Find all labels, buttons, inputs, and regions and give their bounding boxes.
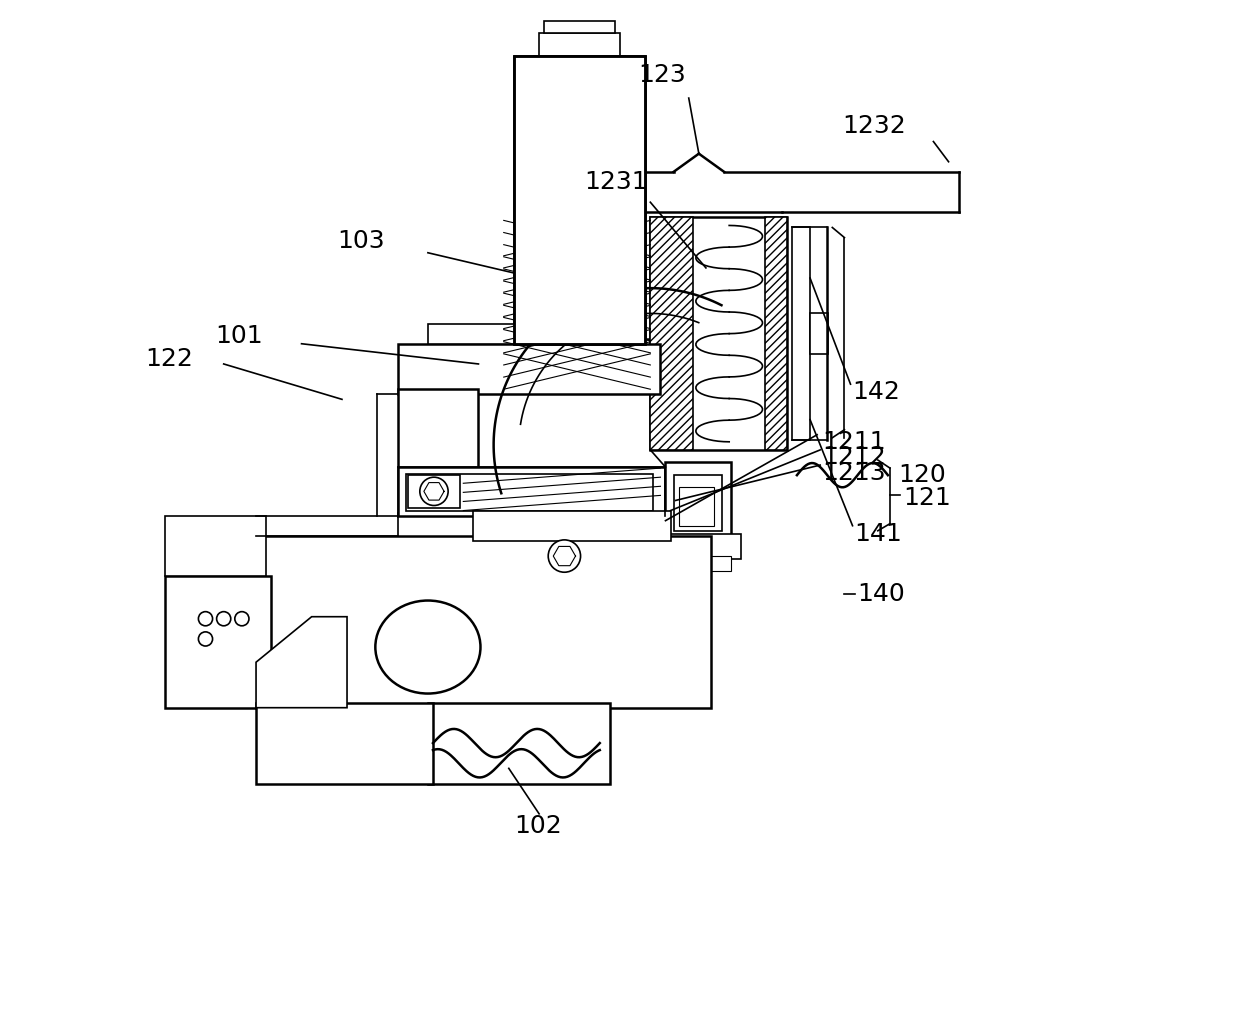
Bar bbox=[544, 21, 615, 33]
Bar bbox=[513, 56, 645, 344]
Text: 1231: 1231 bbox=[584, 170, 649, 194]
Bar bbox=[673, 475, 722, 531]
Polygon shape bbox=[255, 617, 347, 708]
Ellipse shape bbox=[420, 477, 448, 506]
Text: 121: 121 bbox=[903, 486, 951, 511]
Bar bbox=[165, 516, 267, 576]
Bar bbox=[255, 536, 711, 708]
Bar bbox=[792, 227, 810, 440]
Bar bbox=[489, 339, 666, 364]
Text: 1232: 1232 bbox=[842, 114, 906, 139]
Bar bbox=[398, 513, 498, 541]
Bar bbox=[428, 703, 610, 784]
Bar bbox=[678, 487, 714, 526]
Bar bbox=[513, 56, 645, 344]
Bar bbox=[513, 56, 645, 344]
Bar bbox=[765, 217, 787, 450]
Text: 101: 101 bbox=[216, 324, 263, 348]
Text: 1213: 1213 bbox=[822, 461, 885, 485]
Text: 103: 103 bbox=[337, 228, 384, 253]
Text: 140: 140 bbox=[858, 582, 905, 607]
Text: 102: 102 bbox=[513, 814, 562, 838]
Bar bbox=[539, 33, 620, 56]
Bar bbox=[810, 313, 828, 354]
Ellipse shape bbox=[217, 612, 231, 626]
Ellipse shape bbox=[198, 632, 212, 646]
Bar bbox=[474, 511, 671, 541]
Bar bbox=[661, 534, 742, 559]
Bar bbox=[650, 217, 787, 450]
Bar bbox=[666, 462, 732, 538]
Text: 123: 123 bbox=[639, 63, 686, 87]
Text: 122: 122 bbox=[145, 347, 192, 371]
Ellipse shape bbox=[198, 612, 212, 626]
Ellipse shape bbox=[376, 601, 480, 694]
Bar bbox=[398, 344, 661, 394]
Bar bbox=[398, 467, 666, 516]
Text: 142: 142 bbox=[853, 380, 900, 404]
Bar bbox=[428, 324, 645, 344]
Bar bbox=[255, 703, 433, 784]
Text: 1212: 1212 bbox=[822, 445, 885, 469]
Text: 141: 141 bbox=[854, 522, 903, 546]
Bar bbox=[498, 362, 656, 384]
Text: 120: 120 bbox=[898, 463, 946, 487]
Ellipse shape bbox=[548, 540, 580, 572]
Text: 1211: 1211 bbox=[822, 430, 885, 454]
Bar bbox=[408, 475, 460, 508]
Bar bbox=[534, 56, 625, 71]
Bar bbox=[398, 389, 479, 516]
Ellipse shape bbox=[234, 612, 249, 626]
Bar bbox=[671, 556, 732, 571]
Bar bbox=[650, 217, 693, 450]
Bar bbox=[165, 576, 272, 708]
Bar bbox=[405, 474, 653, 511]
